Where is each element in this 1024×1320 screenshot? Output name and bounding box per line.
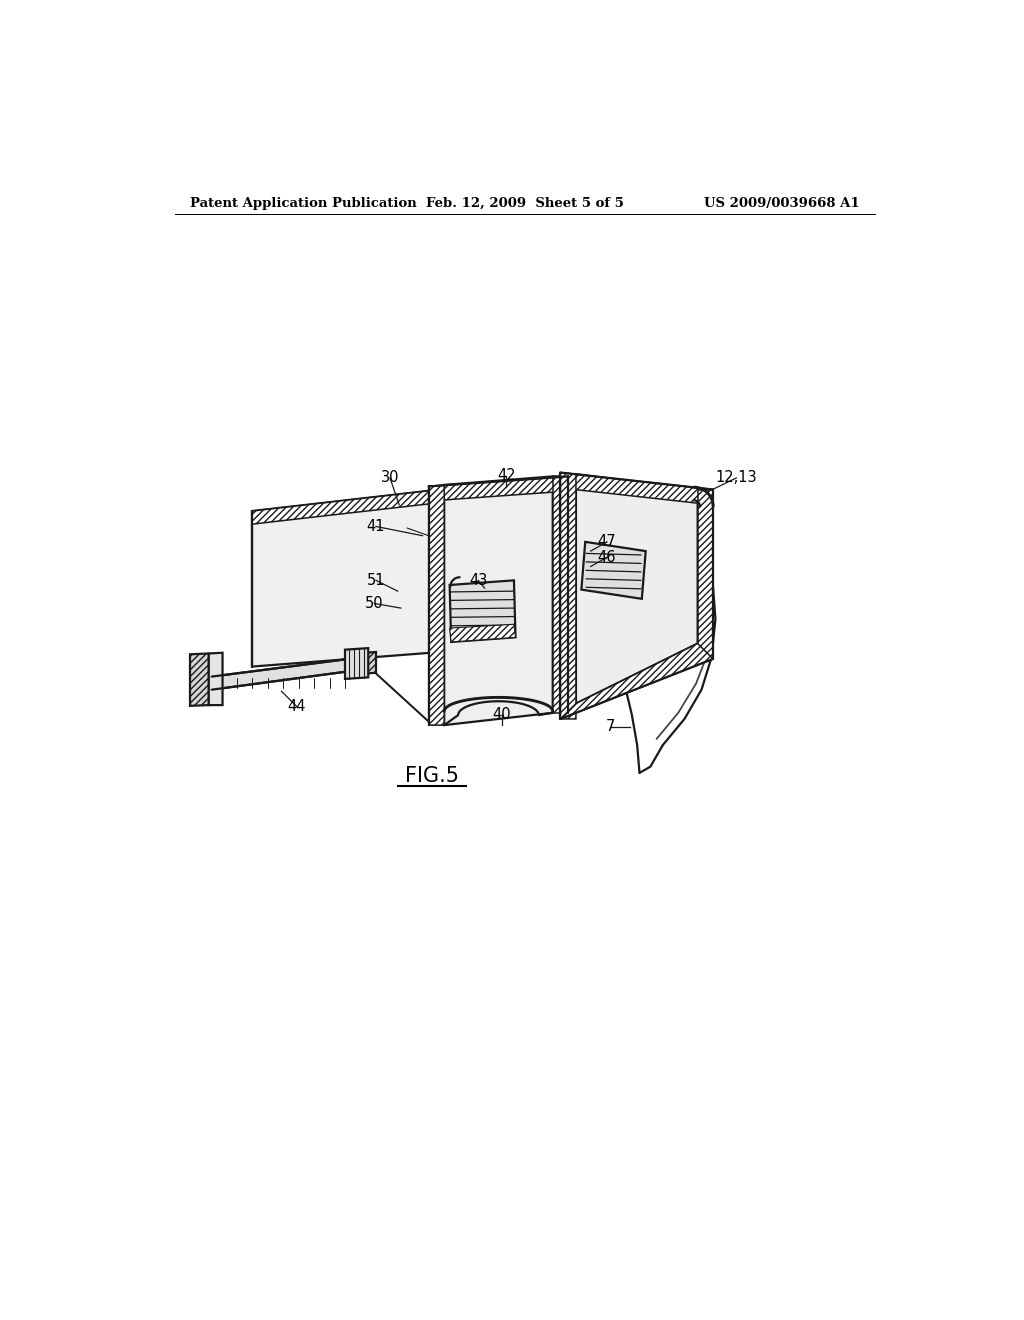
Text: 44: 44 <box>288 700 306 714</box>
Text: 43: 43 <box>469 573 487 587</box>
Polygon shape <box>582 543 646 599</box>
Polygon shape <box>252 484 480 524</box>
Polygon shape <box>429 484 444 725</box>
Text: 30: 30 <box>381 470 399 486</box>
Text: 41: 41 <box>367 519 385 535</box>
Text: 46: 46 <box>598 549 616 565</box>
Text: 51: 51 <box>367 573 385 587</box>
Text: 47: 47 <box>598 535 616 549</box>
Polygon shape <box>553 477 568 713</box>
Text: 12,13: 12,13 <box>716 470 757 486</box>
Text: US 2009/0039668 A1: US 2009/0039668 A1 <box>703 197 859 210</box>
Polygon shape <box>560 473 575 719</box>
Polygon shape <box>697 490 713 659</box>
Text: Feb. 12, 2009  Sheet 5 of 5: Feb. 12, 2009 Sheet 5 of 5 <box>426 197 624 210</box>
Polygon shape <box>575 474 697 704</box>
Polygon shape <box>444 477 553 725</box>
Polygon shape <box>450 581 515 642</box>
Text: 40: 40 <box>493 706 511 722</box>
Polygon shape <box>345 648 369 678</box>
Text: 50: 50 <box>366 595 384 611</box>
Polygon shape <box>252 484 480 667</box>
Polygon shape <box>212 656 367 689</box>
Polygon shape <box>429 477 568 502</box>
Polygon shape <box>190 653 209 706</box>
Text: Patent Application Publication: Patent Application Publication <box>190 197 417 210</box>
Polygon shape <box>560 644 713 719</box>
Text: FIG.5: FIG.5 <box>404 766 459 785</box>
Text: 7: 7 <box>605 719 614 734</box>
Polygon shape <box>560 473 713 506</box>
Polygon shape <box>450 624 515 642</box>
Text: 42: 42 <box>497 469 515 483</box>
Polygon shape <box>209 653 222 705</box>
Polygon shape <box>354 652 376 675</box>
